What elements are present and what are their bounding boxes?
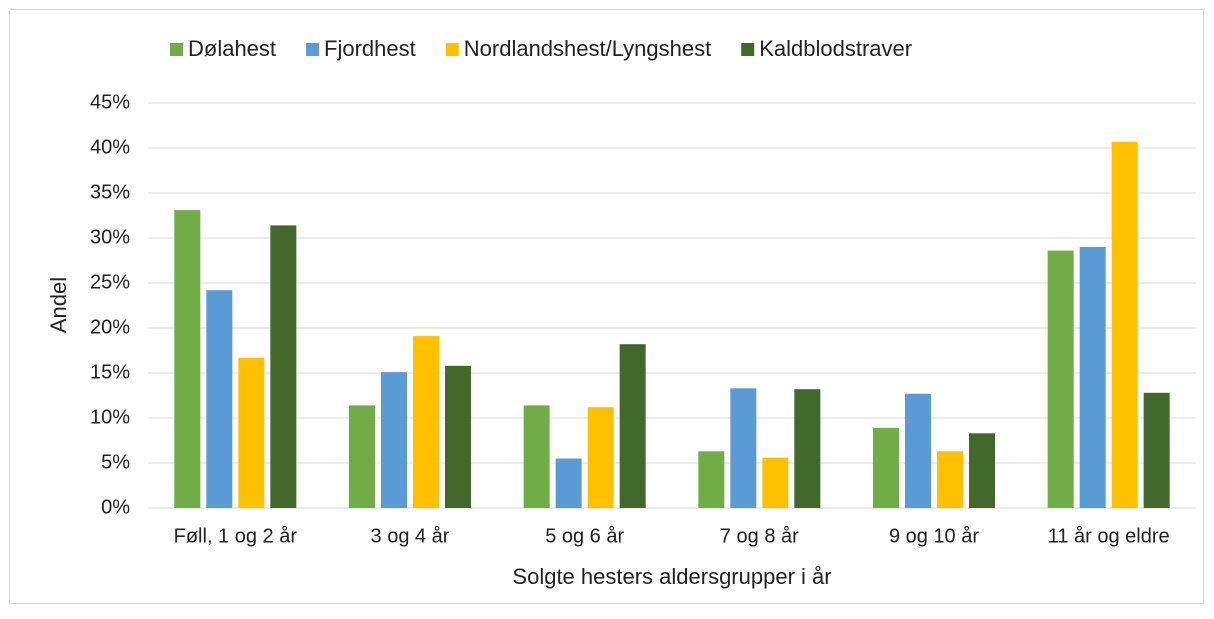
y-tick-label: 0% bbox=[101, 496, 130, 518]
legend-label: Dølahest bbox=[188, 36, 276, 61]
bar bbox=[698, 451, 725, 508]
bar bbox=[1079, 247, 1106, 508]
x-tick-label: 5 og 6 år bbox=[545, 525, 624, 547]
y-tick-label: 30% bbox=[90, 226, 130, 248]
legend-swatch bbox=[445, 43, 459, 56]
bar bbox=[1143, 392, 1170, 508]
legend-swatch bbox=[741, 43, 755, 56]
x-tick-label: 3 og 4 år bbox=[371, 525, 450, 547]
x-tick-label: 9 og 10 år bbox=[889, 525, 979, 547]
bar bbox=[523, 405, 550, 508]
y-tick-label: 35% bbox=[90, 181, 130, 203]
bar bbox=[587, 407, 614, 508]
bar bbox=[413, 336, 439, 508]
bar bbox=[349, 405, 375, 508]
x-tick-label: Føll, 1 og 2 år bbox=[174, 525, 298, 547]
bar bbox=[1047, 250, 1074, 508]
bar bbox=[730, 388, 757, 508]
y-tick-label: 25% bbox=[90, 271, 130, 293]
y-axis-title: Andel bbox=[46, 277, 71, 333]
bar bbox=[762, 457, 789, 508]
y-tick-label: 40% bbox=[90, 136, 130, 158]
bar bbox=[873, 427, 899, 508]
bar bbox=[905, 393, 931, 508]
y-tick-label: 45% bbox=[90, 91, 130, 113]
bar bbox=[1111, 141, 1138, 508]
x-axis-title: Solgte hesters aldersgrupper i år bbox=[512, 564, 831, 589]
bar bbox=[445, 365, 471, 508]
bar bbox=[381, 372, 407, 508]
legend-label: Kaldblodstraver bbox=[759, 36, 912, 61]
bar bbox=[206, 290, 233, 508]
bar bbox=[937, 451, 963, 508]
legend-swatch bbox=[306, 43, 320, 56]
bar bbox=[969, 433, 995, 508]
x-tick-label: 7 og 8 år bbox=[720, 525, 799, 547]
y-tick-label: 5% bbox=[101, 451, 130, 473]
bar bbox=[270, 225, 297, 508]
legend-label: Fjordhest bbox=[324, 36, 416, 61]
y-tick-label: 10% bbox=[90, 406, 130, 428]
x-tick-label: 11 år og eldre bbox=[1048, 525, 1170, 547]
bar bbox=[619, 344, 646, 508]
legend-label: Nordlandshest/Lyngshest bbox=[464, 36, 711, 61]
bar bbox=[174, 210, 201, 508]
legend-swatch bbox=[170, 43, 183, 56]
bar bbox=[238, 357, 265, 508]
bar bbox=[794, 389, 821, 508]
bar bbox=[555, 458, 582, 508]
y-tick-label: 20% bbox=[90, 316, 130, 338]
y-tick-label: 15% bbox=[90, 361, 130, 383]
